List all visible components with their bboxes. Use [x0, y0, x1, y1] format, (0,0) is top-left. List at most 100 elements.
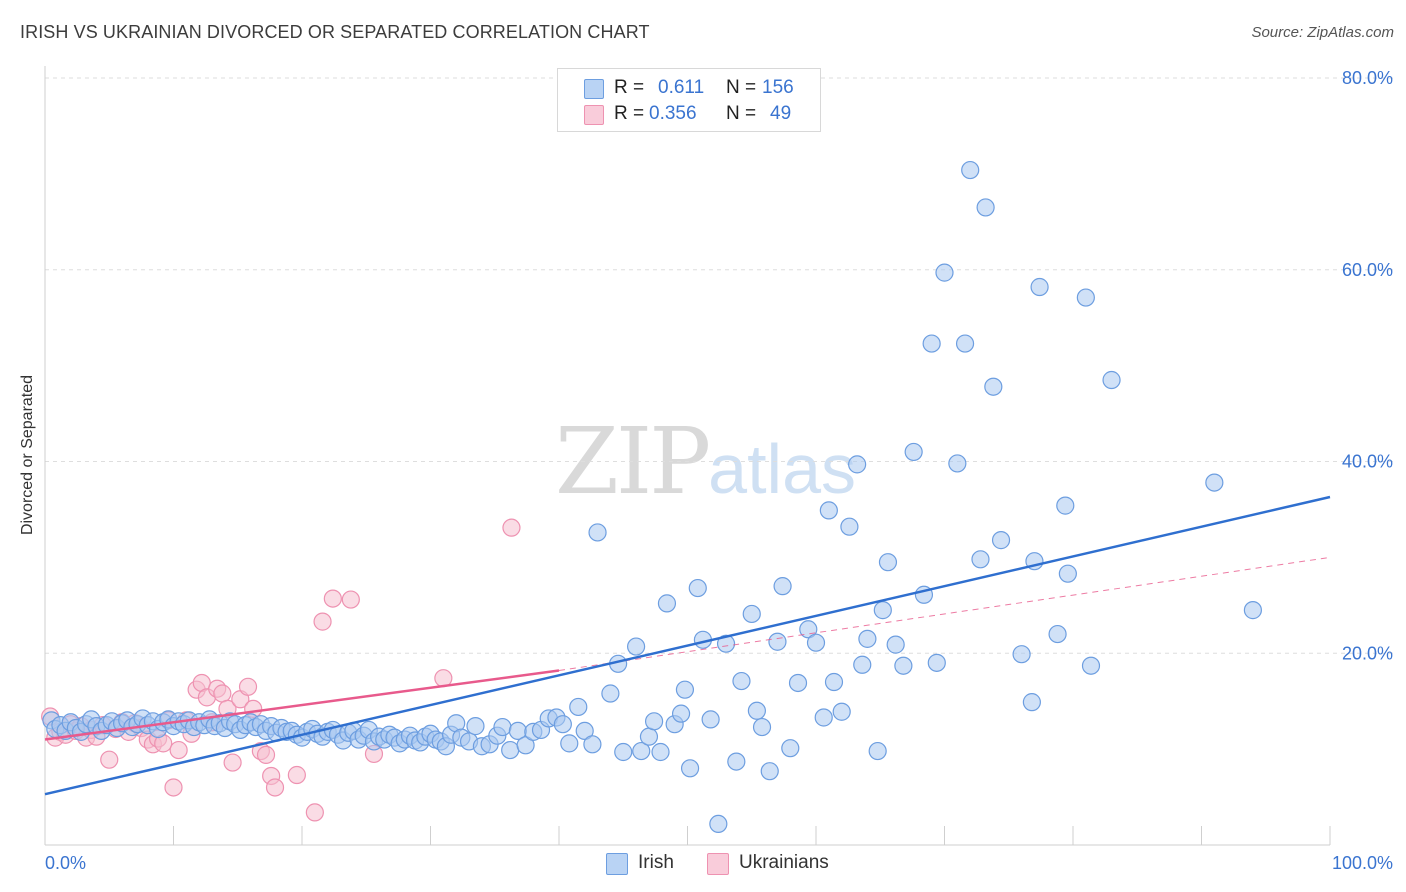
irish-point — [516, 736, 535, 755]
irish-point — [806, 633, 826, 652]
irish-point — [819, 501, 838, 520]
irish-point — [984, 377, 1003, 396]
irish-point — [760, 762, 779, 781]
irish-point — [853, 655, 872, 674]
irish-point — [873, 601, 892, 620]
chart-title: IRISH VS UKRAINIAN DIVORCED OR SEPARATED… — [20, 22, 650, 42]
ukrainians-point — [164, 778, 183, 797]
irish-point — [840, 517, 859, 536]
irish-point — [716, 634, 736, 653]
irish-point — [781, 739, 800, 758]
tick-labels: 20.0% 40.0% 60.0% 80.0% 0.0% 100.0% — [45, 68, 1393, 873]
irish-point — [614, 742, 633, 762]
y-tick-label: 60.0% — [1342, 260, 1393, 280]
legend-n-label: N = — [726, 77, 757, 98]
irish-point — [886, 635, 905, 654]
ukrainians-point — [223, 753, 242, 772]
irish-swatch — [584, 79, 604, 99]
irish-point — [773, 577, 792, 596]
irish-point — [688, 578, 707, 598]
irish-point — [922, 334, 941, 353]
irish-point — [1205, 473, 1224, 492]
irish-point — [752, 717, 772, 737]
irish-point — [848, 455, 867, 474]
irish-point — [1056, 496, 1075, 515]
irish-point — [894, 656, 913, 675]
x-tick-label: 0.0% — [45, 853, 86, 873]
irish-point — [768, 632, 787, 651]
ukrainians-point — [256, 745, 276, 764]
irish-point — [657, 594, 677, 613]
irish-point — [824, 672, 844, 692]
irish-point — [671, 704, 691, 723]
grid-lines — [45, 77, 1393, 654]
irish-point — [742, 604, 761, 624]
irish-trend-line — [44, 495, 1331, 796]
irish-point — [560, 734, 579, 753]
irish-point — [971, 550, 990, 569]
irish-point — [1048, 624, 1067, 644]
ukrainians-point — [213, 684, 232, 703]
ukrainians-point — [169, 740, 188, 760]
legend-ukrainians-label: Ukrainians — [739, 852, 829, 873]
trend-lines — [44, 495, 1331, 796]
irish-point — [832, 702, 851, 721]
irish-point — [1030, 277, 1049, 297]
legend-n-label: N = — [726, 103, 757, 124]
irish-point — [644, 712, 664, 731]
irish-point — [1012, 645, 1031, 664]
ukrainians-point — [100, 750, 119, 769]
ukrainians-point — [238, 677, 258, 696]
irish-point — [935, 263, 954, 282]
ukrainians-swatch — [707, 853, 729, 875]
irish-point — [732, 671, 751, 691]
legend-r-value: 0.611 — [658, 77, 705, 98]
irish-point — [639, 727, 659, 746]
irish-swatch — [606, 853, 628, 875]
irish-point — [680, 759, 700, 778]
ukrainians-point — [502, 518, 521, 537]
irish-point — [991, 531, 1011, 550]
irish-point — [632, 741, 651, 761]
ukrainians-point — [265, 778, 285, 797]
irish-point — [927, 653, 946, 672]
irish-point — [675, 680, 695, 699]
irish-point — [709, 814, 728, 834]
irish-point — [961, 160, 980, 180]
legend-r-label: R = — [614, 77, 645, 98]
irish-point — [858, 629, 877, 648]
irish-point — [1076, 288, 1095, 307]
ukrainians-trend-extension — [558, 556, 1331, 672]
y-tick-label: 80.0% — [1342, 68, 1393, 88]
legend-n-value: 156 — [762, 77, 794, 98]
y-tick-label: 40.0% — [1342, 452, 1393, 472]
irish-point — [747, 701, 766, 720]
irish-point — [948, 454, 967, 473]
ukrainians-trend-line — [44, 669, 560, 741]
irish-point — [976, 198, 995, 217]
x-tick-label: 100.0% — [1332, 853, 1393, 873]
legend-irish-label: Irish — [638, 852, 674, 873]
ukrainians-point — [287, 765, 306, 785]
irish-point — [493, 717, 512, 737]
irish-point — [868, 741, 887, 761]
irish-point — [575, 721, 594, 741]
ukrainians-points — [41, 518, 521, 822]
irish-point — [1102, 370, 1121, 390]
irish-point — [583, 735, 602, 754]
ukrainians-point — [323, 589, 342, 608]
irish-point — [466, 717, 485, 736]
ukrainians-point — [313, 612, 332, 631]
irish-point — [1058, 564, 1077, 583]
irish-point — [1243, 601, 1263, 620]
irish-points — [42, 160, 1263, 834]
legend-r-value: 0.356 — [649, 103, 697, 124]
legend-n-value: 49 — [770, 103, 792, 124]
irish-point — [1081, 656, 1101, 675]
ukrainians-point — [305, 803, 324, 822]
irish-point — [904, 442, 923, 462]
y-tick-label: 20.0% — [1342, 643, 1393, 663]
irish-point — [501, 740, 520, 760]
irish-point — [955, 334, 975, 353]
